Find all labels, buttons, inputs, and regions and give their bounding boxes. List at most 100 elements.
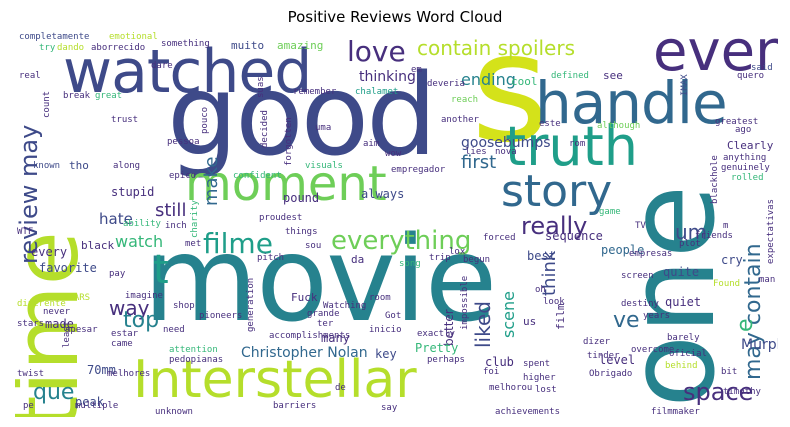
word: came	[111, 339, 133, 349]
word: da	[351, 253, 365, 266]
word: things	[285, 227, 318, 237]
word: may contain	[741, 243, 766, 380]
word: decided	[260, 110, 270, 148]
word: although	[597, 121, 641, 131]
word: tinder	[587, 351, 620, 361]
word: good	[167, 51, 437, 181]
word: epico	[169, 171, 197, 181]
word: never	[43, 307, 71, 317]
word: plot	[679, 239, 701, 249]
word: way	[109, 296, 150, 320]
word: film	[554, 303, 567, 331]
word: confident	[233, 171, 282, 181]
word: scene	[499, 291, 518, 338]
word: make	[201, 156, 222, 206]
word: twist	[17, 369, 45, 379]
word: black	[81, 239, 115, 252]
word: screen	[621, 271, 654, 281]
word: watch	[115, 232, 164, 251]
word: forgotten	[284, 117, 294, 166]
word: este	[539, 119, 561, 129]
word: space	[683, 378, 754, 406]
word: quite	[663, 265, 700, 279]
word: dizer	[583, 337, 611, 347]
word: reach	[451, 95, 479, 105]
word: met	[185, 239, 202, 249]
word-cloud: movie good one time s watched handle eve…	[15, 32, 778, 417]
word: real	[19, 71, 41, 81]
word: em	[411, 65, 422, 75]
word: deveria	[427, 79, 465, 89]
word: behind	[665, 361, 698, 371]
word: goosebumps	[461, 135, 551, 151]
word: bit	[721, 367, 738, 377]
word: impossible	[460, 275, 470, 330]
word: amazing	[277, 39, 324, 52]
word: e	[733, 318, 758, 332]
word: overcome	[631, 345, 675, 355]
word: nova	[495, 147, 517, 157]
word: inicio	[369, 325, 402, 335]
word: try	[39, 43, 56, 53]
word: liked	[471, 301, 495, 348]
word: need	[163, 325, 185, 335]
word: wow	[385, 149, 402, 159]
word: review may	[15, 124, 43, 264]
word: lox	[449, 247, 466, 257]
word: best	[527, 249, 556, 263]
word: lies	[465, 147, 487, 157]
word: aim	[363, 139, 380, 149]
word: pay	[109, 269, 126, 279]
word: still	[155, 200, 187, 221]
word: every	[31, 245, 68, 259]
word: ending	[461, 70, 516, 89]
word: made	[45, 317, 74, 331]
word: Found	[713, 279, 741, 289]
word: destiny	[621, 299, 659, 309]
word: ter	[317, 319, 334, 329]
word: filmmaker	[651, 407, 700, 417]
word: blackhole	[710, 155, 720, 204]
word: begun	[463, 255, 491, 265]
word: pouco	[200, 106, 210, 134]
word: accomplishments	[269, 331, 351, 341]
word: hate	[99, 210, 133, 228]
word: say	[381, 403, 398, 413]
word: pound	[283, 191, 320, 205]
word: pedopianas	[169, 355, 224, 365]
word: cry	[721, 253, 743, 267]
word: see	[603, 69, 623, 82]
word: s	[471, 32, 550, 176]
word: known	[33, 161, 61, 171]
chart-title: Positive Reviews Word Cloud	[287, 8, 503, 26]
word: favorite	[39, 261, 97, 275]
word: muito	[231, 39, 265, 52]
word: forced	[483, 233, 516, 243]
word: stars	[17, 319, 45, 329]
word: dare	[151, 61, 173, 71]
word: dando	[57, 43, 85, 53]
word: friends	[695, 231, 733, 241]
word: suas	[256, 76, 266, 98]
word: exactly	[417, 329, 455, 339]
word: really	[521, 212, 588, 240]
word: barely	[667, 333, 700, 343]
word: first	[461, 152, 497, 173]
word: something	[161, 39, 210, 49]
word: remember	[293, 87, 337, 97]
word: multiple	[75, 401, 119, 411]
word: love	[347, 35, 406, 68]
word: years	[643, 311, 671, 321]
word: aborrecido	[91, 43, 146, 53]
word: spent	[523, 359, 551, 369]
word: man	[759, 275, 776, 285]
word: pessoa	[167, 137, 200, 147]
word: handle	[535, 69, 728, 137]
word: higher	[523, 373, 556, 383]
word: 70mm	[87, 363, 116, 377]
word: proudest	[259, 213, 303, 223]
word: moment	[185, 156, 387, 212]
word: achievements	[495, 407, 561, 417]
word: break	[63, 91, 91, 101]
word: greatest	[715, 117, 759, 127]
